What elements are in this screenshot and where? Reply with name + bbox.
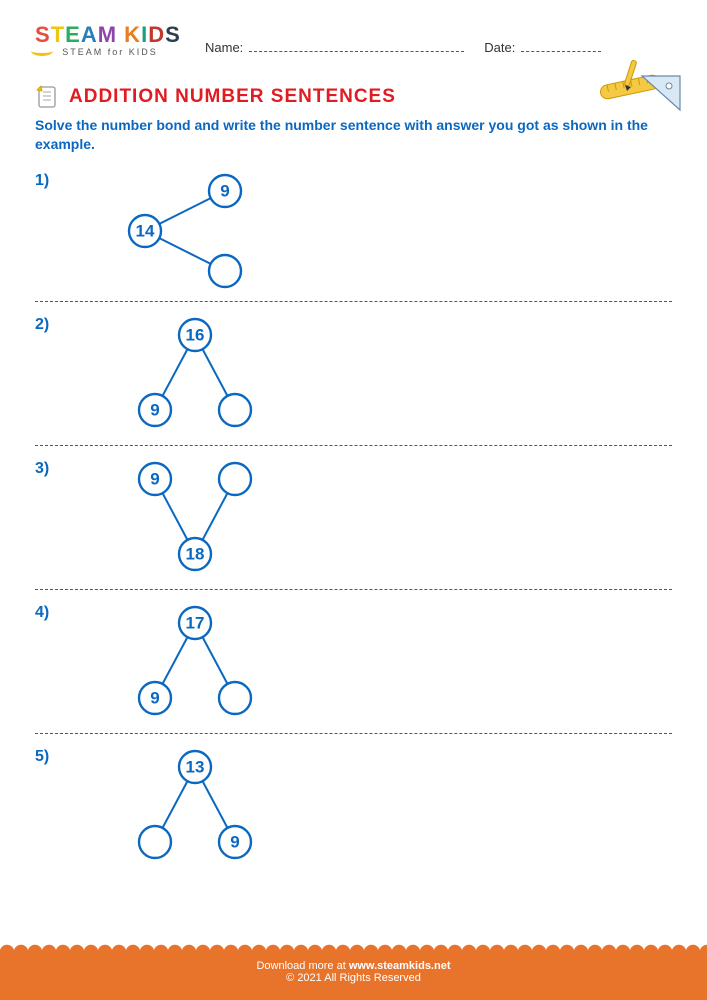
name-input-line[interactable]: [249, 40, 464, 52]
number-bond-diagram: 18 9: [95, 454, 305, 584]
footer-decoration: [0, 940, 707, 952]
page-title: ADDITION NUMBER SENTENCES: [69, 86, 396, 108]
problem-number: 3): [35, 460, 49, 478]
worksheet-icon: [35, 84, 61, 110]
date-label: Date:: [484, 40, 515, 55]
whole-value: 13: [186, 757, 205, 776]
problem-number: 2): [35, 316, 49, 334]
title-row: ADDITION NUMBER SENTENCES: [35, 84, 672, 110]
part-a-value: 9: [150, 688, 159, 707]
part-circle-b[interactable]: [219, 394, 251, 426]
number-bond-diagram: 17 9: [95, 598, 305, 728]
ruler-triangle-icon: [592, 58, 682, 118]
part-circle-b[interactable]: [219, 682, 251, 714]
whole-value: 18: [186, 544, 205, 563]
problem-number: 5): [35, 748, 49, 766]
problem-1: 1) 14 9: [35, 166, 672, 301]
problem-2: 2) 16 9: [35, 310, 672, 445]
name-field: Name:: [205, 40, 464, 55]
problem-4: 4) 17 9: [35, 598, 672, 733]
problem-number: 4): [35, 604, 49, 622]
section-divider: [35, 301, 672, 302]
part-b-value: 9: [230, 832, 239, 851]
problem-5: 5) 13 9: [35, 742, 672, 877]
footer-link[interactable]: www.steamkids.net: [349, 960, 451, 972]
section-divider: [35, 733, 672, 734]
number-bond-diagram: 14 9: [95, 166, 305, 296]
footer-line2: © 2021 All Rights Reserved: [0, 972, 707, 984]
part-circle-b[interactable]: [209, 255, 241, 287]
number-bond-diagram: 16 9: [95, 310, 305, 440]
instructions-text: Solve the number bond and write the numb…: [35, 116, 655, 154]
part-circle-b[interactable]: [219, 463, 251, 495]
problem-3: 3) 18 9: [35, 454, 672, 589]
number-bond-diagram: 13 9: [95, 742, 305, 872]
whole-value: 16: [186, 325, 205, 344]
part-circle-a[interactable]: [139, 826, 171, 858]
part-a-value: 9: [150, 469, 159, 488]
name-label: Name:: [205, 40, 243, 55]
header-row: STEAM KIDS STEAM for KIDS Name: Date:: [35, 24, 672, 70]
section-divider: [35, 445, 672, 446]
footer-line1: Download more at www.steamkids.net: [0, 960, 707, 972]
date-field: Date:: [484, 40, 601, 55]
footer-prefix: Download more at: [256, 960, 348, 972]
logo-subline: STEAM for KIDS: [35, 47, 185, 57]
part-a-value: 9: [220, 181, 229, 200]
problems-list: 1) 14 9 2) 16 9 3) 18 9 4) 17 9 5): [35, 166, 672, 877]
problem-number: 1): [35, 172, 49, 190]
brand-logo: STEAM KIDS STEAM for KIDS: [35, 24, 185, 70]
whole-value: 17: [186, 613, 205, 632]
section-divider: [35, 589, 672, 590]
logo-text: STEAM KIDS: [35, 24, 185, 46]
part-a-value: 9: [150, 400, 159, 419]
whole-value: 14: [136, 221, 155, 240]
page-footer: Download more at www.steamkids.net © 202…: [0, 952, 707, 1000]
date-input-line[interactable]: [521, 40, 601, 52]
